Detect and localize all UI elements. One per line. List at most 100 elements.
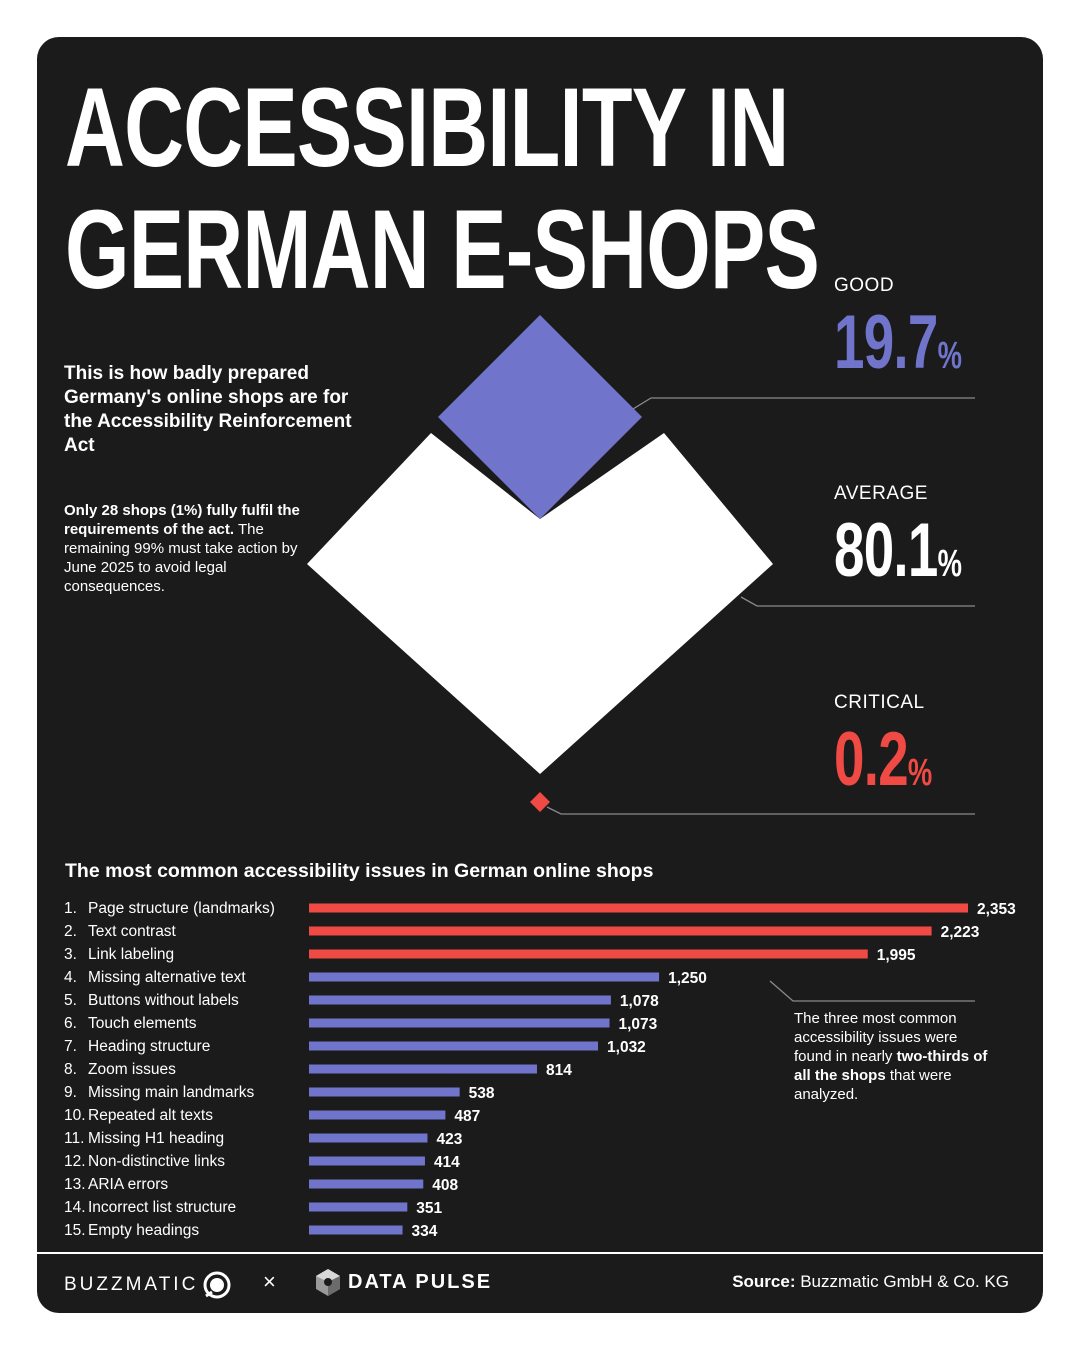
source-text: Buzzmatic GmbH & Co. KG xyxy=(795,1272,1009,1291)
metric-good-unit: % xyxy=(937,335,962,377)
callout-connector-line xyxy=(769,980,975,1002)
bar-rank-3: 3. xyxy=(64,946,77,963)
metric-critical-number: 0.2 xyxy=(834,717,909,802)
datapulse-wordmark: DATA PULSE xyxy=(348,1270,493,1293)
bar-value-label-11: 423 xyxy=(436,1131,462,1148)
title-line-1: ACCESSIBILITY IN xyxy=(65,65,789,190)
bar-category-label-4: Missing alternative text xyxy=(88,969,246,986)
buzzmatic-circle-icon xyxy=(203,1271,231,1299)
bar-value-label-15: 334 xyxy=(412,1223,438,1240)
bar-rank-12: 12. xyxy=(64,1153,86,1170)
page-title: ACCESSIBILITY IN GERMAN E-SHOPS xyxy=(65,65,820,312)
bar-value-label-8: 814 xyxy=(546,1062,572,1079)
bar-value-label-5: 1,078 xyxy=(620,993,659,1010)
bar-value-label-4: 1,250 xyxy=(668,970,707,987)
bar-rank-14: 14. xyxy=(64,1199,86,1216)
bar-11 xyxy=(309,1133,428,1143)
metric-good: GOOD 19.7% xyxy=(834,275,1012,394)
bar-value-label-13: 408 xyxy=(432,1177,458,1194)
metric-average-label: AVERAGE xyxy=(834,483,928,504)
bar-rank-5: 5. xyxy=(64,992,77,1009)
source-label: Source: xyxy=(732,1272,796,1291)
metric-good-value: 19.7% xyxy=(834,305,962,394)
metric-critical: CRITICAL 0.2% xyxy=(834,692,970,811)
metric-critical-label: CRITICAL xyxy=(834,692,925,713)
bar-category-label-12: Non-distinctive links xyxy=(88,1153,225,1170)
bar-rank-7: 7. xyxy=(64,1038,77,1055)
infographic-card: ACCESSIBILITY IN GERMAN E-SHOPS This is … xyxy=(37,37,1043,1313)
bar-category-label-8: Zoom issues xyxy=(88,1061,176,1078)
bar-category-label-13: ARIA errors xyxy=(88,1176,168,1193)
critical-connector-line xyxy=(546,806,975,815)
bar-value-label-14: 351 xyxy=(416,1200,442,1217)
bar-8 xyxy=(309,1064,537,1074)
title-line-2: GERMAN E-SHOPS xyxy=(65,187,820,312)
metric-average-unit: % xyxy=(937,543,962,585)
callout-text: The three most common accessibility issu… xyxy=(794,1009,994,1104)
bar-7 xyxy=(309,1041,599,1051)
bar-value-label-6: 1,073 xyxy=(619,1016,658,1033)
subtitle: This is how badly prepared Germany's onl… xyxy=(64,363,352,456)
bar-rank-11: 11. xyxy=(64,1130,84,1147)
datapulse-logo: DATA PULSE xyxy=(314,1267,492,1297)
bar-rank-8: 8. xyxy=(64,1061,77,1078)
bar-category-label-11: Missing H1 heading xyxy=(88,1130,224,1147)
bar-2 xyxy=(309,926,932,936)
times-icon: × xyxy=(263,1269,276,1294)
bar-3 xyxy=(309,949,868,959)
bar-rank-13: 13. xyxy=(64,1176,86,1193)
bar-value-label-7: 1,032 xyxy=(607,1039,646,1056)
good-connector-line xyxy=(632,397,975,410)
compliance-note: Only 28 shops (1%) fully fulfil the requ… xyxy=(64,501,314,596)
compliance-note-bold: Only 28 shops (1%) fully fulfil the requ… xyxy=(64,502,300,538)
bar-category-label-5: Buttons without labels xyxy=(88,992,239,1009)
bar-13 xyxy=(309,1179,424,1189)
bar-value-label-3: 1,995 xyxy=(877,947,916,964)
bar-rank-2: 2. xyxy=(64,923,77,940)
bar-1 xyxy=(309,903,968,913)
average-diamond xyxy=(307,433,773,774)
bar-12 xyxy=(309,1156,425,1166)
bar-category-label-6: Touch elements xyxy=(88,1015,197,1032)
bar-category-label-10: Repeated alt texts xyxy=(88,1107,213,1124)
share-diamond-graphic xyxy=(307,315,975,815)
bar-5 xyxy=(309,995,611,1005)
bar-10 xyxy=(309,1110,446,1120)
bar-value-label-1: 2,353 xyxy=(977,901,1016,918)
bar-category-label-15: Empty headings xyxy=(88,1222,199,1239)
bar-value-label-10: 487 xyxy=(454,1108,480,1125)
bar-rank-9: 9. xyxy=(64,1084,77,1101)
bar-chart: 1. Page structure (landmarks) 2,353 2. Text … xyxy=(64,900,1016,1240)
footer-divider xyxy=(37,1252,1043,1254)
buzzmatic-wordmark: BUZZMATIC xyxy=(64,1274,199,1295)
bar-4 xyxy=(309,972,660,982)
bar-category-label-2: Text contrast xyxy=(88,923,177,940)
good-diamond xyxy=(438,315,642,519)
bar-chart-title: The most common accessibility issues in … xyxy=(65,860,654,882)
metric-critical-unit: % xyxy=(907,752,933,794)
metric-good-number: 19.7 xyxy=(834,300,938,385)
bar-15 xyxy=(309,1225,403,1235)
metric-average-value: 80.1% xyxy=(834,513,962,602)
source-credit: Source: Buzzmatic GmbH & Co. KG xyxy=(732,1272,1009,1292)
bar-category-label-14: Incorrect list structure xyxy=(88,1199,236,1216)
bar-rank-10: 10. xyxy=(64,1107,86,1124)
callout-bold: two-thirds of all the shops xyxy=(794,1048,988,1084)
bar-category-label-7: Heading structure xyxy=(88,1038,210,1055)
callout-pre: The three most common accessibility issu… xyxy=(794,1010,958,1065)
buzzmatic-logo: BUZZMATIC xyxy=(64,1270,232,1300)
compliance-note-text: The remaining 99% must take action by Ju… xyxy=(64,521,298,595)
bar-14 xyxy=(309,1202,408,1212)
bar-chart-marks: 1. Page structure (landmarks) 2,353 2. Text … xyxy=(64,900,1016,1240)
bar-category-label-9: Missing main landmarks xyxy=(88,1084,254,1101)
bar-rank-1: 1. xyxy=(64,900,77,917)
bar-6 xyxy=(309,1018,610,1028)
bar-rank-6: 6. xyxy=(64,1015,77,1032)
critical-diamond xyxy=(530,792,550,812)
callout-post: that were analyzed. xyxy=(794,1067,952,1103)
bar-9 xyxy=(309,1087,460,1097)
bar-value-label-2: 2,223 xyxy=(941,924,980,941)
bar-category-label-1: Page structure (landmarks) xyxy=(88,900,275,917)
datapulse-hexagon-icon xyxy=(316,1269,340,1296)
metric-critical-value: 0.2% xyxy=(834,722,932,811)
